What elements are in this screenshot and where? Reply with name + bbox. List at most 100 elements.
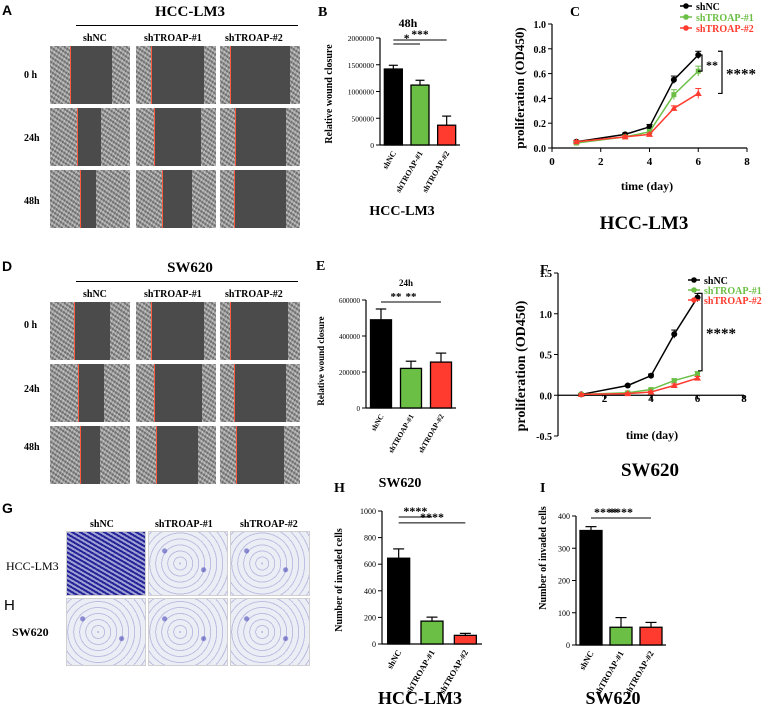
chart-f-xlabel: time (day)	[626, 428, 678, 442]
y-tick-label: 300	[558, 544, 570, 553]
panel-g-sublabel: H	[4, 597, 15, 614]
data-point	[577, 390, 585, 397]
panel-d-title: SW620	[167, 260, 213, 276]
panel-g-row-label: SW620	[12, 625, 49, 639]
data-point	[646, 130, 653, 137]
panel-d-row-label: 0 h	[24, 320, 38, 331]
panel-a-row-label: 0 h	[24, 70, 38, 81]
chart-b: B 48h Relative wound closure HCC-LM3 0 50…	[318, 5, 460, 219]
series-line	[581, 297, 699, 396]
legend-marker	[691, 287, 697, 293]
chart-e: E 24h Relative wound closure SW620 0 2000…	[316, 259, 456, 491]
significance-bracket	[698, 54, 703, 72]
wound-image	[220, 302, 300, 360]
transwell-image	[148, 531, 228, 596]
y-tick-label: 200	[364, 613, 376, 622]
chart-e-title: 24h	[399, 278, 413, 288]
data-point	[671, 378, 677, 384]
panel-d-col-label: shTROAP-#2	[225, 289, 283, 300]
wound-image	[50, 108, 130, 166]
y-tick-label: 1000000	[348, 88, 375, 97]
wound-image	[220, 46, 300, 104]
legend-marker	[691, 297, 697, 303]
legend-marker	[683, 3, 689, 9]
panel-a-col-label: shNC	[83, 33, 107, 44]
significance-label: ****	[726, 66, 756, 82]
bar	[453, 634, 477, 645]
wound-image	[136, 364, 216, 422]
x-tick-label: 8	[741, 393, 747, 405]
bar	[639, 626, 663, 646]
y-tick-label: 200	[558, 577, 570, 586]
wound-image	[50, 302, 130, 360]
legend-marker	[683, 14, 689, 20]
x-tick-label: 2	[602, 393, 608, 405]
chart-h-caption: HCC-LM3	[378, 688, 462, 708]
y-tick-label: 1.5	[540, 269, 553, 280]
chart-i-caption: SW620	[585, 688, 640, 708]
y-tick-label: 0.0	[534, 144, 547, 155]
chart-h-ylabel: Number of invaded cells	[334, 528, 345, 632]
y-tick-label: 0.4	[534, 94, 547, 105]
transwell-image	[230, 531, 310, 596]
data-point	[621, 133, 629, 140]
wound-image	[50, 426, 130, 484]
category-label: shNC	[385, 648, 404, 671]
wound-image	[136, 302, 216, 360]
x-tick-label: 8	[744, 156, 750, 168]
chart-f-ylabel: proliferation (OD450)	[514, 300, 529, 431]
y-tick-label: 0.8	[534, 45, 547, 56]
chart-b-title: 48h	[399, 16, 418, 30]
significance-label: *	[404, 33, 410, 45]
transwell-image	[230, 598, 310, 666]
wound-image	[136, 170, 216, 228]
significance-label: **	[406, 291, 418, 303]
panel-g-row-label: HCC-LM3	[6, 559, 59, 573]
panel-letter-e: E	[316, 259, 325, 274]
panel-a-col-label: shTROAP-#1	[144, 33, 202, 44]
significance-label: **	[391, 291, 403, 303]
significance-label: ***	[411, 29, 429, 41]
y-tick-label: 600000	[339, 297, 361, 305]
y-tick-label: 200000	[339, 369, 361, 377]
x-tick-label: 4	[648, 393, 654, 405]
transwell-image	[148, 598, 228, 666]
panel-a-row-label: 24h	[24, 133, 40, 144]
legend-label: shTROAP-#2	[704, 296, 762, 307]
y-tick-label: 500000	[352, 114, 375, 123]
bar	[420, 620, 444, 645]
panel-a-rule	[76, 25, 298, 26]
category-label: shTROAP-#2	[420, 150, 451, 195]
chart-h: H Number of invaded cells HCC-LM3 0 200 40…	[334, 481, 482, 708]
wound-image	[50, 46, 130, 104]
bar	[437, 124, 457, 146]
data-point	[670, 76, 677, 83]
bar	[369, 319, 393, 409]
chart-b-caption: HCC-LM3	[369, 204, 434, 219]
panel-d-row-label: 48h	[24, 442, 40, 453]
bar	[579, 529, 603, 646]
legend-label: shNC	[696, 2, 720, 13]
bar	[383, 68, 403, 146]
panel-letter-d: D	[2, 258, 13, 274]
data-point	[624, 382, 631, 389]
y-tick-label: 400	[364, 587, 376, 596]
panel-a-title: HCC-LM3	[155, 4, 225, 20]
transwell-image	[66, 598, 146, 666]
data-point	[671, 92, 677, 98]
category-label: shNC	[369, 413, 386, 433]
data-point	[671, 331, 678, 338]
panel-letter-a: A	[2, 2, 13, 18]
data-point	[670, 104, 678, 111]
category-label: shTROAP-#2	[416, 412, 446, 454]
legend-label: shTROAP-#1	[696, 13, 754, 24]
y-tick-label: 0	[372, 640, 376, 649]
panel-letter-g: G	[2, 500, 13, 516]
data-point	[624, 390, 632, 397]
data-point	[695, 371, 700, 377]
y-tick-label: 0.0	[540, 391, 553, 402]
transwell-image	[66, 531, 146, 596]
wound-image	[136, 46, 216, 104]
chart-i-ylabel: Number of invaded cells	[538, 506, 549, 610]
x-tick-label: 4	[647, 156, 653, 168]
